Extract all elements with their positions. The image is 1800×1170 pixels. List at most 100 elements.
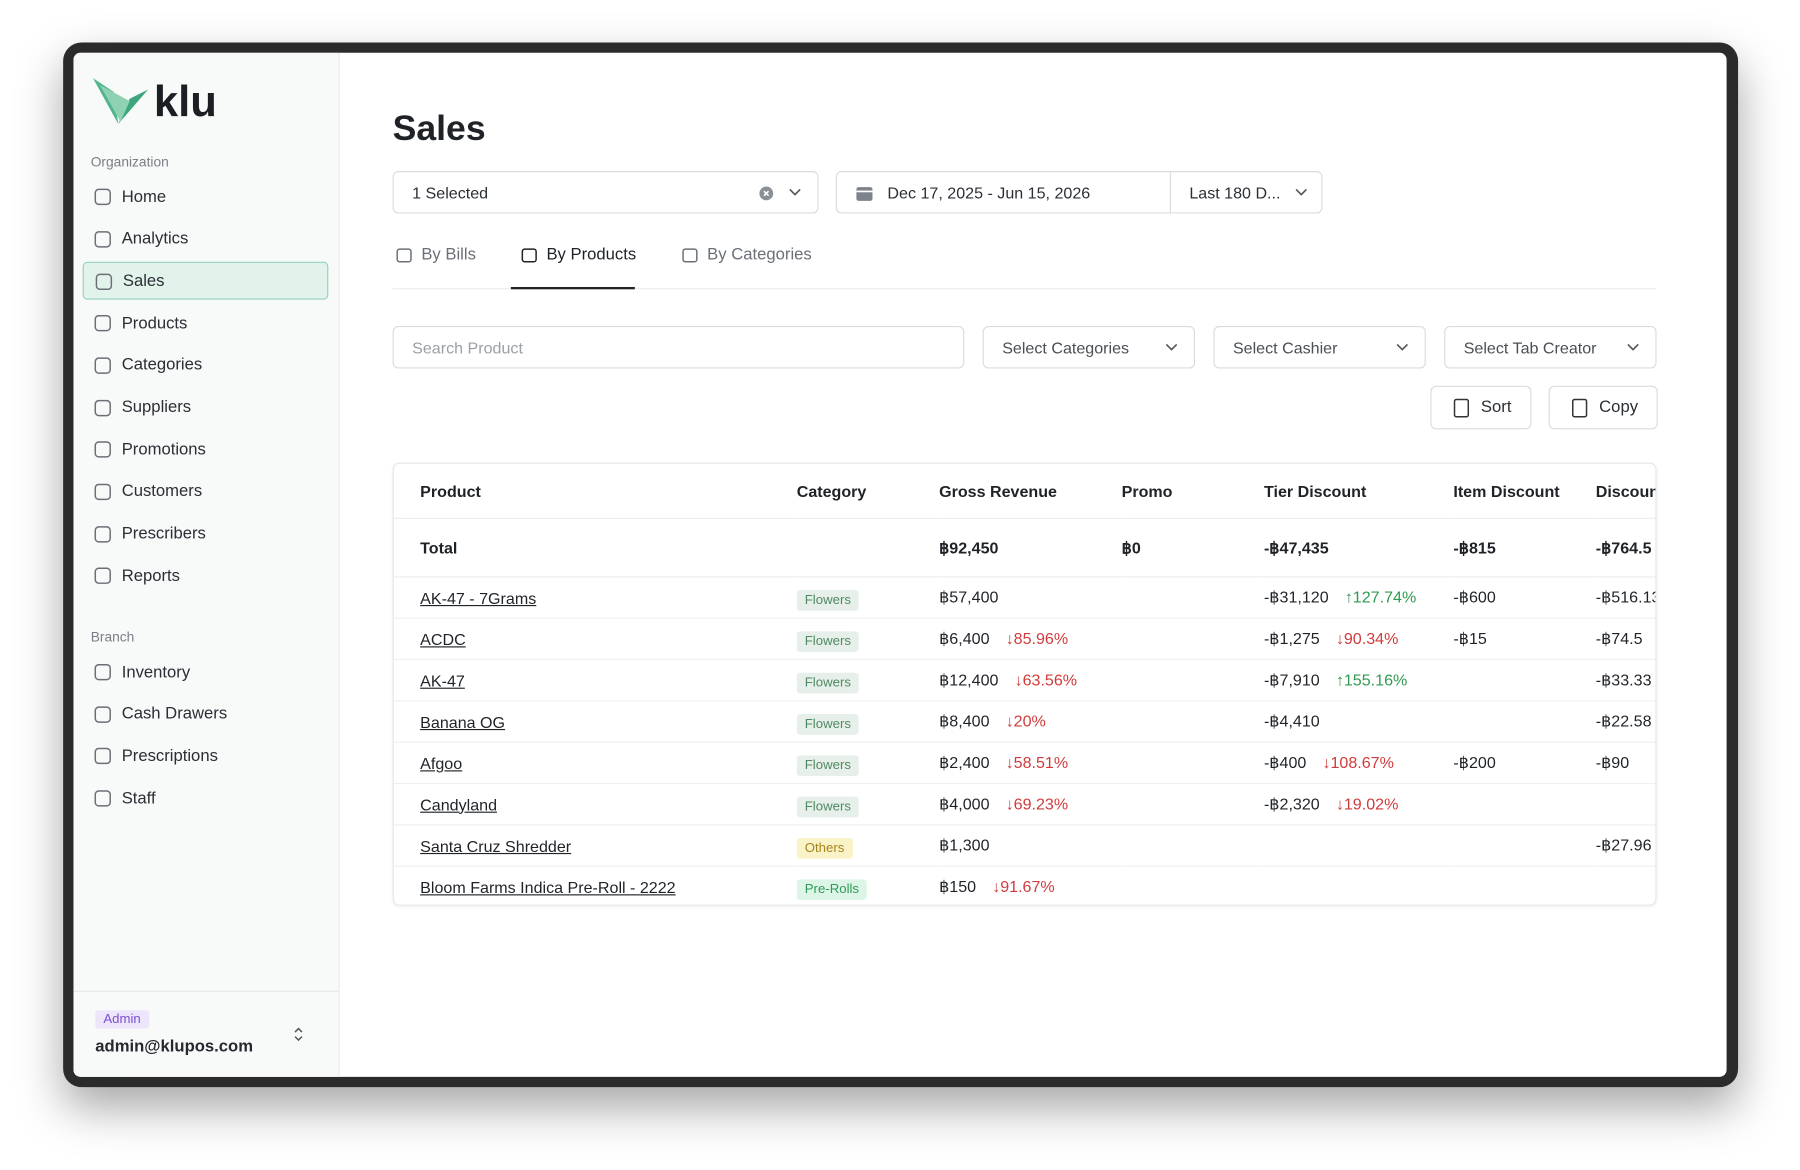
nav-icon [94,357,111,374]
nav-item[interactable]: Analytics [83,220,329,258]
logo-text: klu [153,78,217,127]
category-badge: Pre-Rolls [796,878,868,900]
tab-underline [510,287,635,290]
nav-icon [94,399,111,416]
product-link[interactable]: Banana OG [420,712,506,731]
period-select[interactable]: Last 180 D... [1169,172,1324,213]
change-indicator: ↑155.16% [1335,670,1408,689]
category-cell: Others [796,824,940,867]
total-cell: -฿764.5 [1595,518,1656,578]
cell-value: -฿47,435 [1263,537,1329,557]
cell-value: -฿31,120 [1263,587,1329,607]
nav-item[interactable]: Staff [83,780,329,818]
change-indicator: ↓19.02% [1335,794,1399,813]
total-label: Total [420,538,458,557]
calendar-icon [856,187,873,201]
nav-item[interactable]: Suppliers [83,389,329,427]
tab-icon [682,247,698,262]
total-cell: -฿47,435 [1263,518,1454,578]
divider [73,990,339,992]
filter-select[interactable]: Select Cashier [1213,326,1426,369]
nav-item[interactable]: Reports [83,557,329,595]
cell-value: -฿15 [1453,629,1487,648]
product-link[interactable]: Afgoo [420,753,463,773]
nav-label: Suppliers [121,398,192,417]
tab[interactable]: By Categories [682,246,812,264]
location-select[interactable]: 1 Selected [392,171,819,214]
button-label: Sort [1480,398,1512,417]
search-input[interactable]: Search Product [392,326,965,369]
cell-value: -฿33.33 [1595,670,1652,689]
product-cell: ACDC [393,618,797,661]
total-cell [796,518,940,578]
tab[interactable]: By Bills [396,246,476,264]
product-row: Candyland Flowers ฿4,000 ↓69.23% -฿2,320 ↓19.… [393,783,1656,826]
value-cell: -฿2,320 ↓19.02% [1263,783,1454,826]
value-cell: -฿31,120 ↑127.74% [1263,576,1454,619]
sidebar: klu Admin admin@klupos.com Organization H… [73,52,340,1077]
nav-item[interactable]: Sales [82,262,329,301]
column-header: Product [393,463,797,519]
nav-icon [94,315,111,332]
nav-icon [94,663,111,681]
nav-item[interactable]: Prescribers [83,515,329,553]
nav-item[interactable]: Inventory [83,653,329,691]
screen: klu Admin admin@klupos.com Organization H… [73,52,1727,1077]
value-cell: -฿600 [1453,576,1596,619]
product-cell: Banana OG [393,700,797,743]
value-cell [1121,659,1264,702]
nav-item[interactable]: Prescriptions [83,737,329,775]
product-link[interactable]: AK-47 [420,671,465,690]
value-cell [1453,824,1596,867]
chevron [1627,343,1639,351]
product-link[interactable]: Santa Cruz Shredder [420,836,572,855]
cell-value: -฿22.58 [1595,711,1652,731]
value-cell: -฿90 [1595,742,1656,785]
product-cell: Santa Cruz Shredder [393,824,797,867]
cell-value: ฿0 [1121,537,1141,557]
total-cell: ฿92,450 [939,518,1122,578]
search-placeholder: Search Product [412,338,523,357]
column-header: Category [796,463,940,519]
product-link[interactable]: ACDC [420,629,466,649]
date-range[interactable]: Dec 17, 2025 - Jun 15, 2026 Last 180 D..… [835,171,1324,214]
cell-value: ฿4,000 [939,794,990,813]
cell-value: -฿4,410 [1263,711,1320,731]
nav-label: Customers [121,482,203,501]
value-cell [1263,824,1454,867]
clear-icon[interactable] [759,186,774,201]
cell-value: ฿1,300 [939,835,990,855]
cell-value: -฿74.5 [1595,629,1643,648]
cell-value: -฿764.5 [1595,537,1652,557]
nav-label: Sales [122,271,165,291]
chevron [789,188,801,196]
product-link[interactable]: AK-47 - 7Grams [420,588,537,607]
nav-item[interactable]: Cash Drawers [83,695,329,733]
action-button[interactable]: Copy [1548,385,1658,430]
product-cell: Candyland [393,783,797,826]
action-button[interactable]: Sort [1430,385,1532,430]
product-link[interactable]: Bloom Farms Indica Pre-Roll - 2222 [420,877,676,897]
nav-item[interactable]: Categories [83,346,329,384]
chevron [1396,343,1409,351]
nav-item[interactable]: Customers [83,473,329,511]
category-cell: Flowers [796,618,940,661]
nav-label: Home [121,187,167,207]
category-badge: Others [796,837,853,859]
change-indicator: ↓58.51% [1005,753,1069,772]
user-menu-toggle[interactable] [293,1025,304,1043]
nav-label: Prescribers [121,524,206,544]
tab[interactable]: By Products [521,246,636,264]
product-row: Afgoo Flowers ฿2,400 ↓58.51% -฿400 ↓108.67% -฿… [393,742,1656,785]
nav-item[interactable]: Promotions [83,431,329,469]
product-link[interactable]: Candyland [420,794,498,814]
nav-item[interactable]: Products [83,304,329,342]
filter-select[interactable]: Select Tab Creator [1444,326,1657,369]
cell-value: -฿600 [1453,587,1496,607]
filter-select[interactable]: Select Categories [982,326,1196,369]
date-text: Dec 17, 2025 - Jun 15, 2026 [887,183,1091,202]
nav-section-title: Organization [90,153,169,170]
tab-label: By Categories [707,245,812,265]
nav-item[interactable]: Home [83,178,329,216]
